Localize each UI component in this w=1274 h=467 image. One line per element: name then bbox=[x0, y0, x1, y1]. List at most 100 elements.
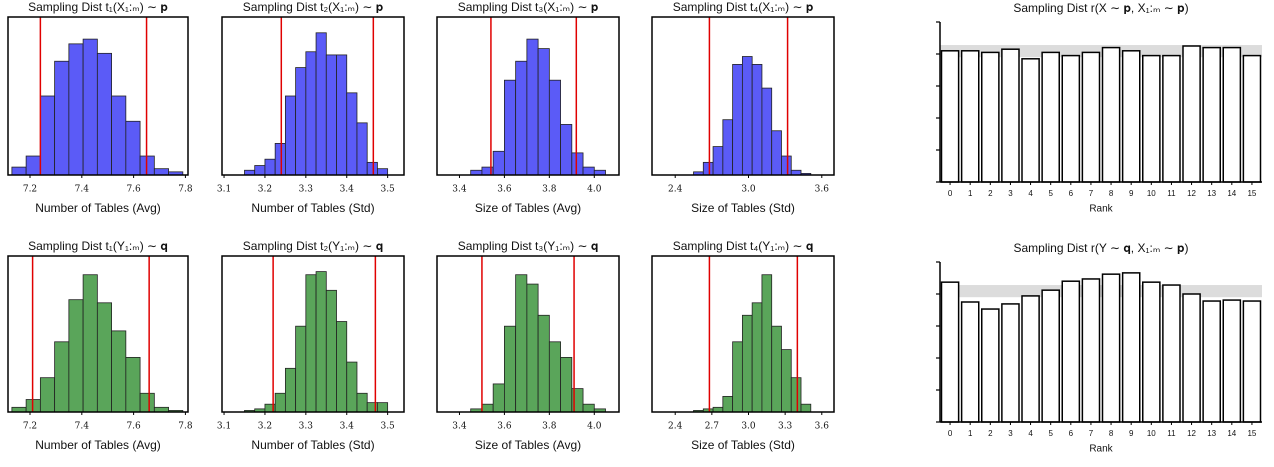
x-tick-label: 9 bbox=[1129, 189, 1134, 198]
x-tick-label: 6 bbox=[1069, 189, 1074, 198]
bar bbox=[537, 48, 550, 176]
chart-title: Sampling Dist t₄(X₁:ₘ) ∼ 𝐩 bbox=[673, 0, 814, 14]
x-tick-label: 7.8 bbox=[178, 422, 193, 432]
chart-title: Sampling Dist t₄(Y₁:ₘ) ∼ 𝐪 bbox=[673, 239, 814, 253]
bar bbox=[1061, 280, 1081, 423]
plot-frame bbox=[651, 16, 835, 176]
bar bbox=[96, 52, 112, 176]
x-tick-label: 3.3 bbox=[778, 422, 793, 432]
bar bbox=[1222, 46, 1242, 183]
x-tick-label: 8 bbox=[1109, 189, 1114, 198]
bar bbox=[560, 124, 573, 176]
x-tick-label: 3.1 bbox=[217, 422, 231, 432]
bar bbox=[548, 79, 561, 176]
bar bbox=[515, 60, 528, 176]
bar bbox=[771, 325, 782, 413]
bar bbox=[492, 150, 505, 176]
x-tick-label: 3.3 bbox=[299, 422, 314, 432]
x-tick-label: 7.4 bbox=[75, 185, 90, 195]
bar bbox=[492, 383, 505, 413]
x-tick-label: 2 bbox=[988, 429, 993, 438]
x-tick-label: 14 bbox=[1227, 189, 1236, 198]
x-tick-label: 12 bbox=[1187, 189, 1196, 198]
bar bbox=[1162, 284, 1181, 423]
bar bbox=[771, 130, 782, 176]
bar bbox=[1081, 51, 1101, 183]
bar bbox=[1202, 46, 1221, 183]
chart-title: Sampling Dist t₂(Y₁:ₘ) ∼ 𝐪 bbox=[243, 239, 383, 253]
bar bbox=[346, 361, 358, 413]
plot-frame bbox=[7, 255, 189, 413]
x-tick-label: 3.0 bbox=[741, 185, 756, 195]
bar bbox=[1242, 300, 1262, 423]
x-tick-label: 4.0 bbox=[587, 422, 602, 432]
bar bbox=[960, 50, 980, 183]
x-tick-label: 2 bbox=[988, 189, 993, 198]
bar bbox=[781, 349, 792, 413]
chart-title: Sampling Dist t₃(Y₁:ₘ) ∼ 𝐪 bbox=[458, 239, 599, 253]
bar bbox=[800, 403, 812, 413]
x-tick-label: 7.2 bbox=[23, 185, 37, 195]
x-axis-label: Number of Tables (Avg) bbox=[35, 438, 161, 452]
bar bbox=[39, 95, 56, 176]
x-tick-label: 3.6 bbox=[497, 185, 512, 195]
x-tick-label: 7.6 bbox=[126, 422, 141, 432]
x-tick-label: 11 bbox=[1167, 189, 1176, 198]
bar bbox=[111, 95, 127, 176]
x-tick-label: 3.0 bbox=[741, 422, 756, 432]
x-tick-label: 8 bbox=[1109, 429, 1114, 438]
bar bbox=[981, 51, 1000, 183]
bar bbox=[336, 54, 348, 176]
bar bbox=[305, 51, 317, 176]
bar bbox=[1001, 303, 1020, 423]
bar bbox=[1182, 45, 1201, 183]
bar bbox=[377, 168, 389, 176]
bar bbox=[1242, 54, 1262, 183]
bar bbox=[722, 119, 734, 176]
bar bbox=[1222, 299, 1242, 423]
bar bbox=[346, 92, 358, 176]
x-tick-label: 7.8 bbox=[178, 185, 193, 195]
x-tick-label: 4 bbox=[1028, 429, 1033, 438]
bar bbox=[254, 165, 266, 176]
bar bbox=[481, 403, 494, 413]
bar bbox=[582, 403, 595, 413]
bar bbox=[305, 274, 317, 413]
plot-frame bbox=[221, 255, 405, 413]
x-tick-label: 3.6 bbox=[815, 185, 830, 195]
x-tick-label: 3.4 bbox=[452, 185, 467, 195]
x-tick-label: 9 bbox=[1129, 429, 1134, 438]
bar bbox=[82, 274, 98, 413]
x-tick-label: 4.0 bbox=[587, 185, 602, 195]
x-tick-label: 5 bbox=[1048, 429, 1053, 438]
x-tick-label: 10 bbox=[1147, 189, 1156, 198]
bar bbox=[537, 314, 550, 413]
bar bbox=[741, 56, 753, 176]
bar bbox=[526, 38, 539, 176]
bar bbox=[790, 377, 802, 413]
bar bbox=[264, 158, 276, 176]
x-tick-label: 3.5 bbox=[380, 422, 395, 432]
x-tick-label: 15 bbox=[1247, 429, 1256, 438]
bar bbox=[1142, 281, 1161, 423]
x-tick-label: 5 bbox=[1048, 189, 1053, 198]
bar bbox=[96, 302, 112, 413]
bar bbox=[732, 64, 743, 176]
x-tick-label: 10 bbox=[1147, 429, 1156, 438]
bar bbox=[325, 289, 337, 413]
x-tick-label: 3.2 bbox=[258, 422, 272, 432]
x-tick-label: 11 bbox=[1167, 429, 1176, 438]
expected-band bbox=[940, 45, 1262, 58]
bar bbox=[1081, 278, 1101, 423]
bar bbox=[548, 341, 561, 413]
bar bbox=[1202, 300, 1221, 423]
bar bbox=[515, 274, 528, 413]
x-tick-label: 3.4 bbox=[452, 422, 467, 432]
plot-frame bbox=[7, 16, 189, 176]
x-tick-label: 3 bbox=[1008, 189, 1013, 198]
bar bbox=[1162, 54, 1181, 183]
bar bbox=[1041, 51, 1060, 183]
bar bbox=[11, 166, 27, 176]
bar bbox=[25, 155, 41, 176]
